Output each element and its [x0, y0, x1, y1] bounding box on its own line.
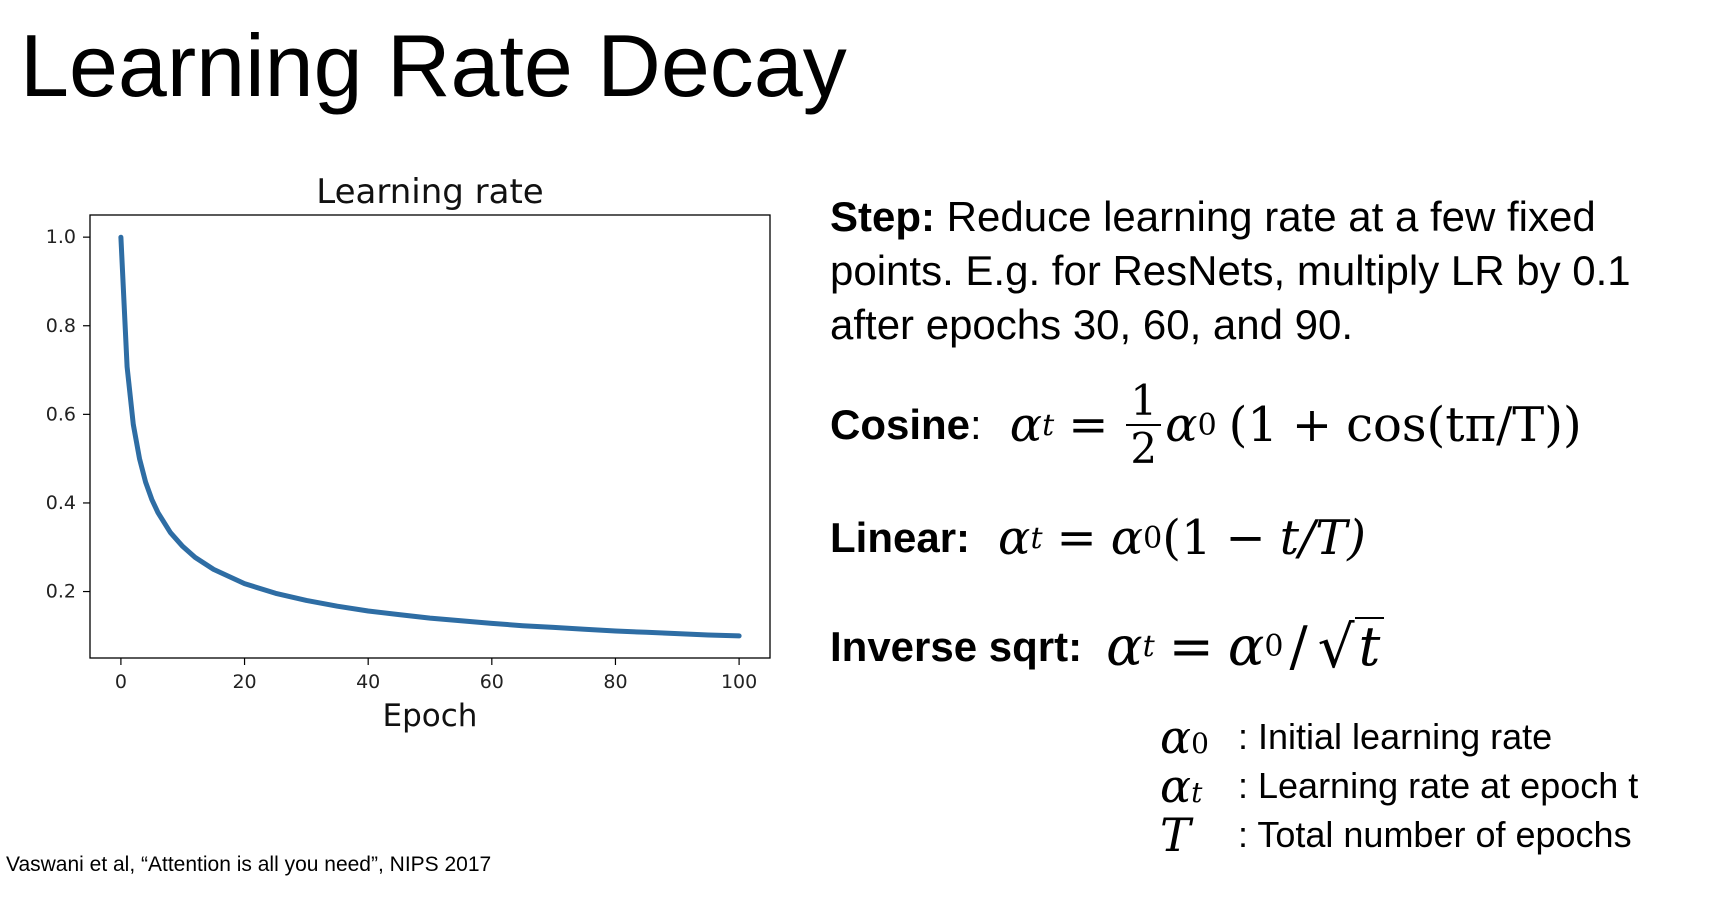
y-tick-label: 0.2: [46, 581, 76, 603]
paren-open-one: (1: [1162, 510, 1212, 566]
legend-text: : Total number of epochs: [1238, 813, 1632, 855]
fraction-denominator: 2: [1130, 424, 1158, 474]
citation: Vaswani et al, “Attention is all you nee…: [6, 853, 492, 876]
y-tick-label: 0.8: [46, 315, 76, 337]
linear-term: t/T): [1279, 510, 1366, 566]
step-label: Step:: [830, 193, 935, 240]
y-tick-label: 0.4: [46, 492, 76, 514]
learning-rate-line: [118, 234, 742, 639]
y-tick-label: 1.0: [46, 226, 76, 248]
minus-sign: −: [1225, 510, 1266, 566]
alpha-symbol: α: [1165, 397, 1198, 454]
subscript-t: t: [1142, 629, 1155, 664]
x-tick-label: 40: [356, 671, 380, 693]
cosine-term: cos(tπ/T)): [1346, 397, 1582, 454]
alpha-symbol: α: [998, 510, 1031, 566]
alpha-symbol: α: [1110, 510, 1144, 566]
radical-icon: √: [1317, 612, 1355, 681]
x-tick-label: 60: [480, 671, 504, 693]
legend-text: : Learning rate at epoch t: [1238, 764, 1639, 806]
x-tick-label: 0: [115, 671, 127, 693]
cosine-colon: :: [970, 401, 982, 449]
linear-label: Linear:: [830, 514, 971, 561]
alpha-symbol: α: [1106, 615, 1143, 678]
fraction-numerator: 1: [1126, 377, 1162, 427]
subscript-0: 0: [1264, 629, 1284, 664]
subscript-0: 0: [1197, 407, 1217, 443]
radicand: t: [1354, 617, 1385, 676]
legend-item: T : Total number of epochs: [1160, 807, 1638, 862]
x-tick-label: 100: [721, 671, 757, 693]
subscript-t: t: [1030, 520, 1043, 556]
cosine-label: Cosine: [830, 401, 971, 449]
plus-sign: +: [1291, 397, 1333, 454]
equals-sign: =: [1068, 397, 1109, 454]
alpha-symbol: α: [1009, 397, 1043, 454]
plot-frame: [89, 214, 771, 659]
equals-sign: =: [1168, 615, 1214, 678]
x-axis-label: Epoch: [383, 698, 478, 734]
subscript-t: t: [1042, 407, 1055, 443]
x-tick-label: 80: [603, 671, 627, 693]
y-tick-label: 0.6: [46, 403, 76, 425]
square-root: √ t: [1314, 617, 1385, 676]
slash: /: [1289, 615, 1308, 678]
inverse-sqrt-label: Inverse sqrt:: [830, 622, 1083, 670]
equals-sign: =: [1056, 510, 1097, 566]
fraction-half: 1 2: [1126, 377, 1162, 474]
paren-open-one: (1: [1228, 397, 1278, 454]
learning-rate-chart: 0 20 40 60 80 100 0.2 0.4 0.6 0.8 1.0 Learning rate…: [46, 172, 771, 734]
subscript-0: 0: [1143, 520, 1163, 556]
legend-text: : Initial learning rate: [1238, 715, 1553, 757]
alpha-symbol: α: [1227, 615, 1265, 678]
slide-title: Learning Rate Decay: [20, 16, 847, 115]
T-symbol: T: [1160, 807, 1191, 862]
step-text: Reduce learning rate at a few fixed poin…: [830, 193, 1631, 348]
step-description: Step: Reduce learning rate at a few fixe…: [830, 190, 1710, 352]
x-tick-label: 20: [232, 671, 256, 693]
chart-title: Learning rate: [316, 172, 543, 212]
